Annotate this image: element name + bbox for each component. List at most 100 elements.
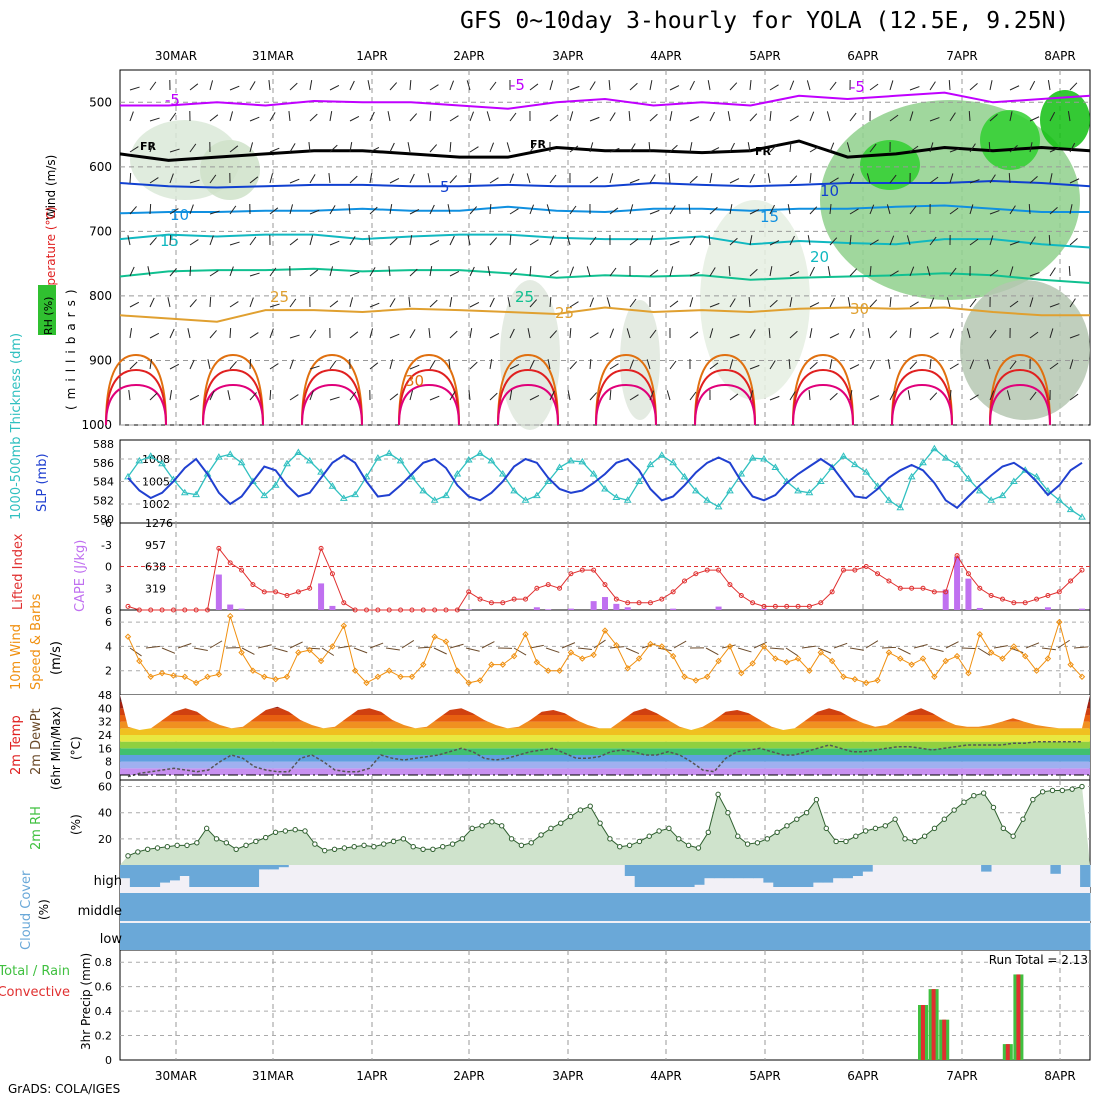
cloud-cell-high [1050, 865, 1061, 874]
wind-barb [349, 391, 357, 401]
thickness-point [1055, 496, 1064, 503]
wind-barb [909, 301, 919, 308]
warm-contour [202, 383, 264, 426]
axis-label-temp-unit: (°C) [69, 736, 83, 760]
wind-barb [169, 148, 180, 153]
li-point [784, 603, 790, 609]
thickness-point [760, 455, 768, 462]
wind-barb [708, 234, 711, 246]
wind-barb [429, 299, 438, 308]
wind-barb [429, 266, 433, 277]
warm-contour [398, 368, 460, 426]
li-point [591, 567, 597, 573]
isotherm-20 [119, 267, 1091, 284]
li-point [511, 596, 517, 602]
wind-barb [269, 207, 279, 215]
warm-contour [497, 383, 559, 426]
li-point [806, 603, 812, 609]
wind-barb [389, 393, 399, 401]
cloud-cell-middle [713, 893, 725, 921]
cloud-cell-middle [901, 893, 913, 921]
li-point [523, 596, 528, 602]
cloud-cell-low [753, 923, 764, 950]
rh-point [921, 833, 928, 839]
li-point [170, 607, 176, 613]
li-point [125, 603, 131, 609]
cloud-cell-middle [1020, 893, 1032, 921]
surface-wind-barb [833, 642, 848, 649]
surface-wind-barb [241, 647, 255, 655]
cloud-cell-low [971, 923, 982, 950]
rh-point [617, 843, 623, 850]
wind-barb [329, 300, 339, 308]
wind-barb [569, 111, 574, 122]
cloud-cell-middle [921, 893, 933, 921]
wind-barb [748, 296, 751, 308]
wind-speed-point [624, 665, 631, 672]
wind-barb [309, 235, 314, 246]
wind-barb [269, 173, 274, 184]
surface-wind-barb [945, 641, 959, 649]
surface-wind-barb [561, 642, 576, 649]
wind-barb [449, 80, 455, 91]
contour-label: 15 [160, 232, 179, 250]
wind-barb [129, 301, 140, 308]
wind-barb [449, 235, 455, 246]
axis-label-wind-unit: (m/s) [49, 641, 64, 675]
wind-barb [469, 328, 473, 339]
li-point [250, 582, 256, 588]
wind-barb [549, 235, 555, 246]
date-label-top: 31MAR [252, 49, 294, 63]
wind-barb [666, 390, 671, 401]
wind-speed-point [533, 659, 541, 666]
cloud-cell-high [981, 865, 992, 872]
wind-barb [729, 333, 740, 339]
wind-barb [669, 85, 680, 91]
cloud-cell-low [436, 923, 448, 950]
rh-point [410, 843, 416, 850]
warm-contour [694, 383, 756, 426]
li-point [557, 585, 563, 591]
cloud-cell-high [258, 865, 269, 870]
rh-point [400, 836, 407, 842]
wind-barb [189, 265, 192, 277]
wind-barb [669, 300, 679, 308]
wind-barb [827, 266, 831, 277]
wind-barb [428, 328, 431, 339]
date-label-top: 30MAR [155, 49, 197, 63]
thickness-point [987, 496, 996, 503]
cloud-cell-middle [1060, 893, 1071, 921]
warm-contour [497, 368, 559, 426]
cloud-cell-high [802, 865, 814, 887]
wind-barb [889, 80, 894, 91]
wind-barb [349, 297, 354, 308]
surface-wind-barb [817, 647, 832, 654]
wind-barb [929, 236, 937, 246]
rh-point [538, 832, 544, 838]
wind-barb [769, 240, 780, 246]
thickness-point [214, 453, 223, 460]
contour-label: 20 [810, 248, 829, 266]
li-point [273, 589, 279, 595]
wind-barb [889, 235, 895, 246]
cloud-cell-low [763, 923, 774, 950]
wind-barb [629, 359, 635, 370]
cloud-cell-middle [387, 893, 398, 921]
rh-point [735, 833, 741, 839]
wind-barb [549, 114, 559, 122]
thickness-point [726, 486, 734, 494]
wind-barb [1029, 176, 1038, 184]
cloud-cell-low [703, 923, 715, 950]
cloud-cell-high [783, 865, 794, 887]
rh-point [430, 846, 436, 853]
wind-barb [409, 235, 413, 246]
wind-barb [389, 359, 394, 370]
cloud-cell-high [842, 865, 853, 879]
thickness-point [635, 477, 643, 484]
cape-tick: 319 [145, 582, 166, 595]
wind-speed-point [647, 640, 654, 648]
wind-barb [869, 143, 877, 153]
wind-barb [867, 328, 871, 339]
wind-speed-point [635, 655, 643, 662]
wind-barb [926, 266, 931, 277]
